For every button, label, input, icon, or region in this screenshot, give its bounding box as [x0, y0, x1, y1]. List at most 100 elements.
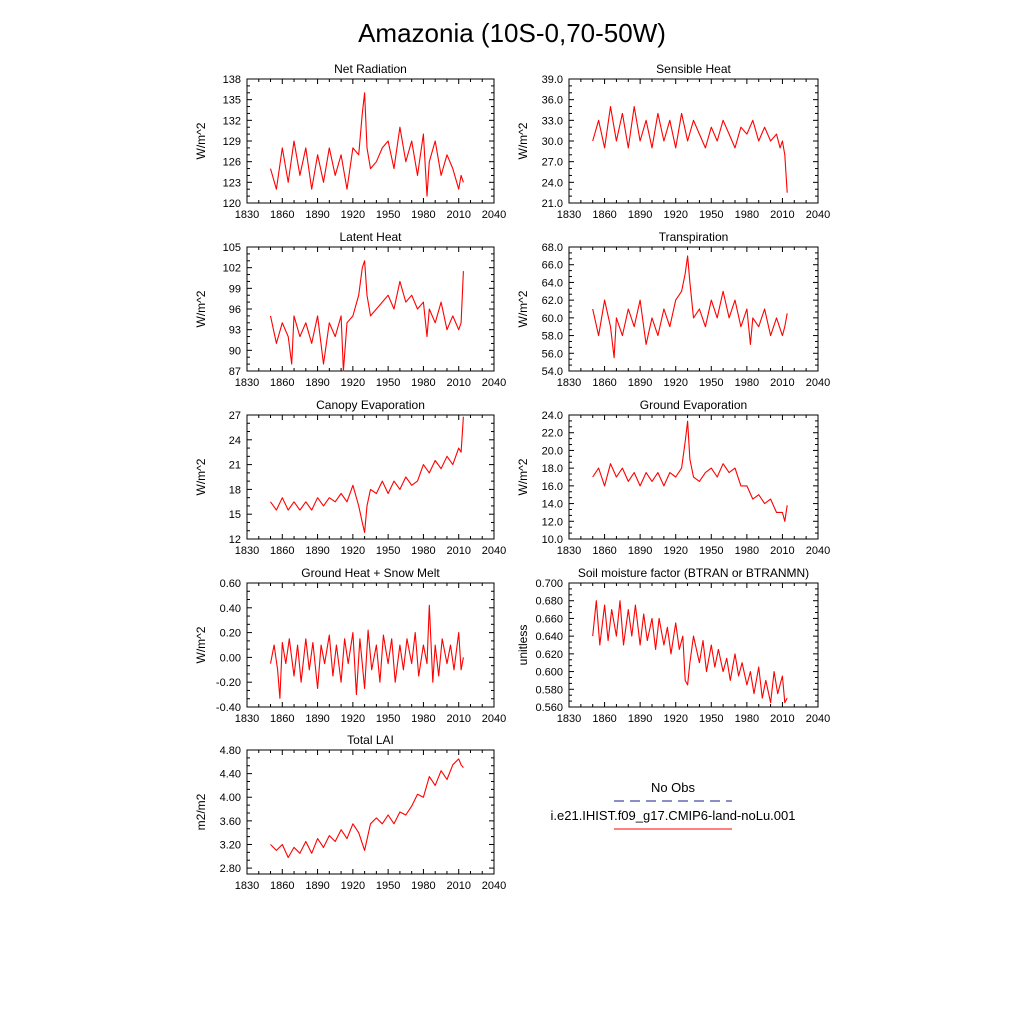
y-tick-label: 21 [229, 460, 241, 472]
y-tick-label: 24.0 [542, 177, 563, 189]
x-tick-label: 2010 [770, 209, 794, 221]
x-tick-label: 1890 [628, 545, 652, 557]
x-tick-label: 1950 [699, 713, 723, 725]
y-tick-label: 87 [229, 366, 241, 378]
x-tick-label: 1980 [411, 545, 435, 557]
y-tick-label: 132 [223, 115, 241, 127]
chart-panel-5: Ground Evaporation 1830 1860 1890 1920 1950 19… [516, 398, 830, 557]
y-tick-label: 10.0 [542, 534, 563, 546]
y-tick-label: 0.680 [535, 596, 563, 608]
series-line-0 [592, 600, 788, 704]
panel-title: Net Radiation [334, 62, 407, 76]
x-tick-label: 1890 [305, 545, 329, 557]
x-tick-label: 1920 [663, 713, 687, 725]
x-tick-label: 1890 [628, 209, 652, 221]
x-tick-label: 1890 [305, 209, 329, 221]
x-tick-label: 1890 [628, 713, 652, 725]
y-tick-label: 4.40 [220, 769, 241, 781]
plot-frame [568, 246, 819, 372]
y-tick-label: 90 [229, 345, 241, 357]
x-tick-label: 1830 [557, 209, 581, 221]
y-tick-label: 15 [229, 509, 241, 521]
x-tick-label: 1830 [235, 209, 259, 221]
x-tick-label: 1980 [735, 545, 759, 557]
x-tick-label: 1920 [341, 880, 365, 892]
y-tick-label: 0.40 [220, 603, 241, 615]
x-tick-label: 2010 [770, 713, 794, 725]
y-tick-label: 129 [223, 136, 241, 148]
y-tick-label: 18.0 [542, 463, 563, 475]
x-tick-label: 2040 [806, 209, 830, 221]
panel-title: Ground Heat + Snow Melt [301, 566, 440, 580]
x-tick-label: 1920 [341, 545, 365, 557]
plot-frame [246, 749, 495, 875]
x-tick-label: 2040 [806, 377, 830, 389]
chart-panel-2: Latent Heat 1830 1860 1890 1920 1950 1980 2010 2… [194, 230, 506, 389]
chart-panel-3: Transpiration 1830 1860 1890 1920 1950 1980 201… [516, 230, 830, 389]
x-tick-label: 2010 [446, 545, 470, 557]
y-tick-label: 20.0 [542, 445, 563, 457]
x-tick-label: 1920 [341, 209, 365, 221]
x-tick-label: 1860 [270, 545, 294, 557]
x-tick-label: 1950 [376, 209, 400, 221]
y-tick-label: 14.0 [542, 499, 563, 511]
y-tick-label: 120 [223, 198, 241, 210]
y-tick-label: 123 [223, 177, 241, 189]
x-tick-label: 2010 [446, 713, 470, 725]
chart-panel-4: Canopy Evaporation 1830 1860 1890 1920 1950 19… [194, 398, 506, 557]
y-tick-label: 96 [229, 304, 241, 316]
x-tick-label: 1830 [235, 880, 259, 892]
x-tick-label: 1860 [270, 377, 294, 389]
x-tick-label: 1950 [699, 545, 723, 557]
y-axis-label: W/m^2 [194, 122, 208, 159]
x-tick-label: 1830 [557, 377, 581, 389]
y-tick-label: 16.0 [542, 481, 563, 493]
x-tick-label: 2010 [770, 545, 794, 557]
chart-panel-8: Total LAI 1830 1860 1890 1920 1950 1980 2010 204… [194, 733, 506, 892]
x-tick-label: 1920 [663, 209, 687, 221]
y-axis-label: W/m^2 [516, 458, 530, 495]
x-tick-label: 1830 [557, 545, 581, 557]
x-tick-label: 1950 [376, 713, 400, 725]
panel-title: Ground Evaporation [640, 398, 747, 412]
y-tick-label: 68.0 [542, 242, 563, 254]
series-line-0 [592, 106, 788, 193]
y-tick-label: 18 [229, 484, 241, 496]
y-tick-label: 135 [223, 95, 241, 107]
panel-title: Transpiration [659, 230, 729, 244]
plot-frame [568, 582, 819, 708]
plot-frame [568, 414, 819, 540]
y-tick-label: 99 [229, 283, 241, 295]
x-tick-label: 1890 [305, 377, 329, 389]
x-tick-label: 1890 [305, 713, 329, 725]
x-tick-label: 1950 [376, 545, 400, 557]
y-tick-label: 64.0 [542, 277, 563, 289]
y-axis-label: W/m^2 [516, 122, 530, 159]
y-tick-label: 60.0 [542, 313, 563, 325]
x-tick-label: 1890 [305, 880, 329, 892]
y-tick-label: 0.00 [220, 652, 241, 664]
x-tick-label: 2040 [482, 545, 506, 557]
x-tick-label: 1920 [663, 377, 687, 389]
x-tick-label: 1980 [735, 377, 759, 389]
x-tick-label: 1830 [235, 377, 259, 389]
y-tick-label: 56.0 [542, 348, 563, 360]
chart-panel-7: Soil moisture factor (BTRAN or BTRANMN) 1… [516, 566, 830, 725]
y-tick-label: 93 [229, 325, 241, 337]
x-tick-label: 2010 [446, 377, 470, 389]
x-tick-label: 1830 [235, 545, 259, 557]
x-tick-label: 2010 [446, 209, 470, 221]
y-tick-label: 30.0 [542, 136, 563, 148]
y-tick-label: 36.0 [542, 95, 563, 107]
y-axis-label: unitless [516, 625, 530, 666]
y-tick-label: 4.00 [220, 792, 241, 804]
legend-label-model: i.e21.IHIST.f09_g17.CMIP6-land-noLu.001 [551, 808, 796, 823]
x-tick-label: 1860 [270, 880, 294, 892]
y-tick-label: 4.80 [220, 745, 241, 757]
y-tick-label: 0.60 [220, 578, 241, 590]
series-line-0 [269, 604, 464, 699]
x-tick-label: 1860 [270, 713, 294, 725]
y-tick-label: 0.600 [535, 667, 563, 679]
x-tick-label: 1920 [341, 377, 365, 389]
